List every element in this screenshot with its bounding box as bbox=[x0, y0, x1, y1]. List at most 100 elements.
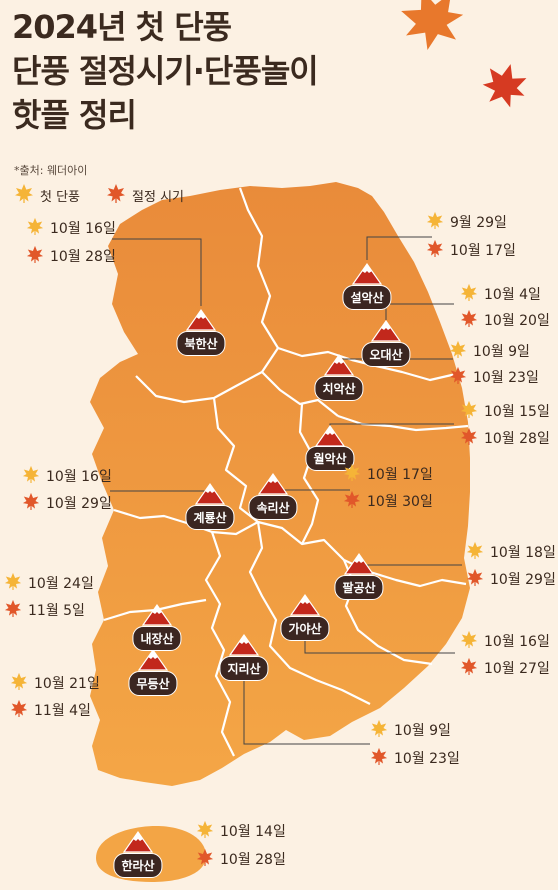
first-leaf-icon bbox=[460, 283, 478, 305]
peak-foliage-date: 10월 28일 bbox=[26, 245, 116, 267]
peak-leaf-icon bbox=[370, 747, 388, 769]
mountain-peak-icon bbox=[228, 633, 260, 656]
mountain-name-label: 속리산 bbox=[248, 495, 298, 520]
mountain-name-label: 지리산 bbox=[219, 656, 269, 681]
peak-leaf-icon bbox=[343, 490, 361, 512]
first-date-text: 10월 17일 bbox=[367, 467, 433, 483]
legend-peak-label: 절정 시기 bbox=[132, 189, 184, 205]
first-date-text: 10월 18일 bbox=[490, 545, 556, 561]
first-leaf-icon bbox=[460, 400, 478, 422]
first-date-text: 10월 4일 bbox=[484, 287, 541, 303]
first-date-text: 9월 29일 bbox=[450, 215, 507, 231]
peak-foliage-date: 10월 20일 bbox=[460, 309, 550, 331]
first-date-text: 10월 16일 bbox=[46, 469, 112, 485]
first-date-text: 10월 24일 bbox=[28, 576, 94, 592]
mountain-icons bbox=[122, 262, 402, 853]
first-date-text: 10월 21일 bbox=[34, 676, 100, 692]
first-leaf-icon bbox=[14, 183, 34, 207]
mountain-peak-icon bbox=[289, 593, 321, 616]
first-leaf-icon bbox=[22, 465, 40, 487]
first-foliage-date: 10월 4일 bbox=[460, 283, 541, 305]
first-leaf-icon bbox=[460, 630, 478, 652]
mountain-name-label: 북한산 bbox=[176, 331, 226, 356]
peak-date-text: 10월 28일 bbox=[220, 852, 286, 868]
peak-foliage-date: 10월 23일 bbox=[449, 366, 539, 388]
first-foliage-date: 10월 17일 bbox=[343, 463, 433, 485]
peak-date-text: 10월 28일 bbox=[484, 431, 550, 447]
peak-foliage-date: 10월 29일 bbox=[466, 568, 556, 590]
mountain-peak-icon bbox=[185, 308, 217, 331]
first-leaf-icon bbox=[196, 820, 214, 842]
mountain-name-label: 가야산 bbox=[280, 616, 330, 641]
mountain-peak-icon bbox=[141, 603, 173, 626]
first-foliage-date: 10월 9일 bbox=[449, 340, 530, 362]
first-leaf-icon bbox=[370, 719, 388, 741]
mountain-peak-icon bbox=[370, 319, 402, 342]
peak-leaf-icon bbox=[10, 699, 28, 721]
peak-foliage-date: 11월 4일 bbox=[10, 699, 91, 721]
peak-date-text: 10월 17일 bbox=[450, 243, 516, 259]
mountain-peak-icon bbox=[351, 262, 383, 285]
mountain-name-label: 계룡산 bbox=[185, 505, 235, 530]
first-date-text: 10월 9일 bbox=[394, 723, 451, 739]
peak-leaf-icon bbox=[449, 366, 467, 388]
first-leaf-icon bbox=[343, 463, 361, 485]
first-foliage-date: 10월 15일 bbox=[460, 400, 550, 422]
page-title-line1: 2024년 첫 단풍 bbox=[12, 8, 232, 46]
peak-leaf-icon bbox=[4, 599, 22, 621]
peak-leaf-icon bbox=[426, 239, 444, 261]
first-date-text: 10월 14일 bbox=[220, 824, 286, 840]
first-leaf-icon bbox=[426, 211, 444, 233]
first-date-text: 10월 15일 bbox=[484, 404, 550, 420]
first-date-text: 10월 9일 bbox=[473, 344, 530, 360]
connector-lines bbox=[110, 236, 462, 745]
peak-foliage-date: 10월 28일 bbox=[196, 848, 286, 870]
mountain-name-label: 월악산 bbox=[305, 446, 355, 471]
peak-leaf-icon bbox=[460, 657, 478, 679]
first-date-text: 10월 16일 bbox=[50, 221, 116, 237]
first-leaf-icon bbox=[466, 541, 484, 563]
peak-date-text: 10월 27일 bbox=[484, 661, 550, 677]
first-leaf-icon bbox=[10, 672, 28, 694]
mountain-peak-icon bbox=[323, 353, 355, 376]
peak-foliage-date: 10월 17일 bbox=[426, 239, 516, 261]
mountain-peak-icon bbox=[194, 482, 226, 505]
peak-leaf-icon bbox=[460, 427, 478, 449]
peak-foliage-date: 11월 5일 bbox=[4, 599, 85, 621]
peak-date-text: 11월 4일 bbox=[34, 703, 91, 719]
mountain-name-label: 한라산 bbox=[113, 853, 163, 878]
peak-foliage-date: 10월 27일 bbox=[460, 657, 550, 679]
peak-date-text: 10월 29일 bbox=[46, 496, 112, 512]
peak-leaf-icon bbox=[22, 492, 40, 514]
peak-foliage-date: 10월 30일 bbox=[343, 490, 433, 512]
mountain-peak-icon bbox=[257, 472, 289, 495]
peak-leaf-icon bbox=[466, 568, 484, 590]
mountain-name-label: 팔공산 bbox=[334, 575, 384, 600]
first-foliage-date: 10월 9일 bbox=[370, 719, 451, 741]
mountain-peak-icon bbox=[122, 830, 154, 853]
peak-date-text: 10월 23일 bbox=[473, 370, 539, 386]
peak-date-text: 10월 23일 bbox=[394, 751, 460, 767]
mountain-name-label: 내장산 bbox=[132, 626, 182, 651]
mountain-name-label: 오대산 bbox=[361, 342, 411, 367]
first-foliage-date: 10월 16일 bbox=[26, 217, 116, 239]
peak-foliage-date: 10월 28일 bbox=[460, 427, 550, 449]
peak-date-text: 10월 29일 bbox=[490, 572, 556, 588]
peak-foliage-date: 10월 29일 bbox=[22, 492, 112, 514]
first-leaf-icon bbox=[4, 572, 22, 594]
first-foliage-date: 10월 21일 bbox=[10, 672, 100, 694]
peak-leaf-icon bbox=[106, 183, 126, 207]
peak-date-text: 11월 5일 bbox=[28, 603, 85, 619]
peak-foliage-date: 10월 23일 bbox=[370, 747, 460, 769]
first-leaf-icon bbox=[449, 340, 467, 362]
page-title-line3: 핫플 정리 bbox=[12, 96, 137, 134]
first-foliage-date: 10월 16일 bbox=[22, 465, 112, 487]
source-note: *출처: 웨더아이 bbox=[14, 164, 88, 177]
first-leaf-icon bbox=[26, 217, 44, 239]
mountain-peak-icon bbox=[137, 648, 169, 671]
mountain-name-label: 설악산 bbox=[342, 285, 392, 310]
first-foliage-date: 9월 29일 bbox=[426, 211, 507, 233]
peak-leaf-icon bbox=[26, 245, 44, 267]
maple-leaf-decoration-icon bbox=[401, 0, 464, 50]
